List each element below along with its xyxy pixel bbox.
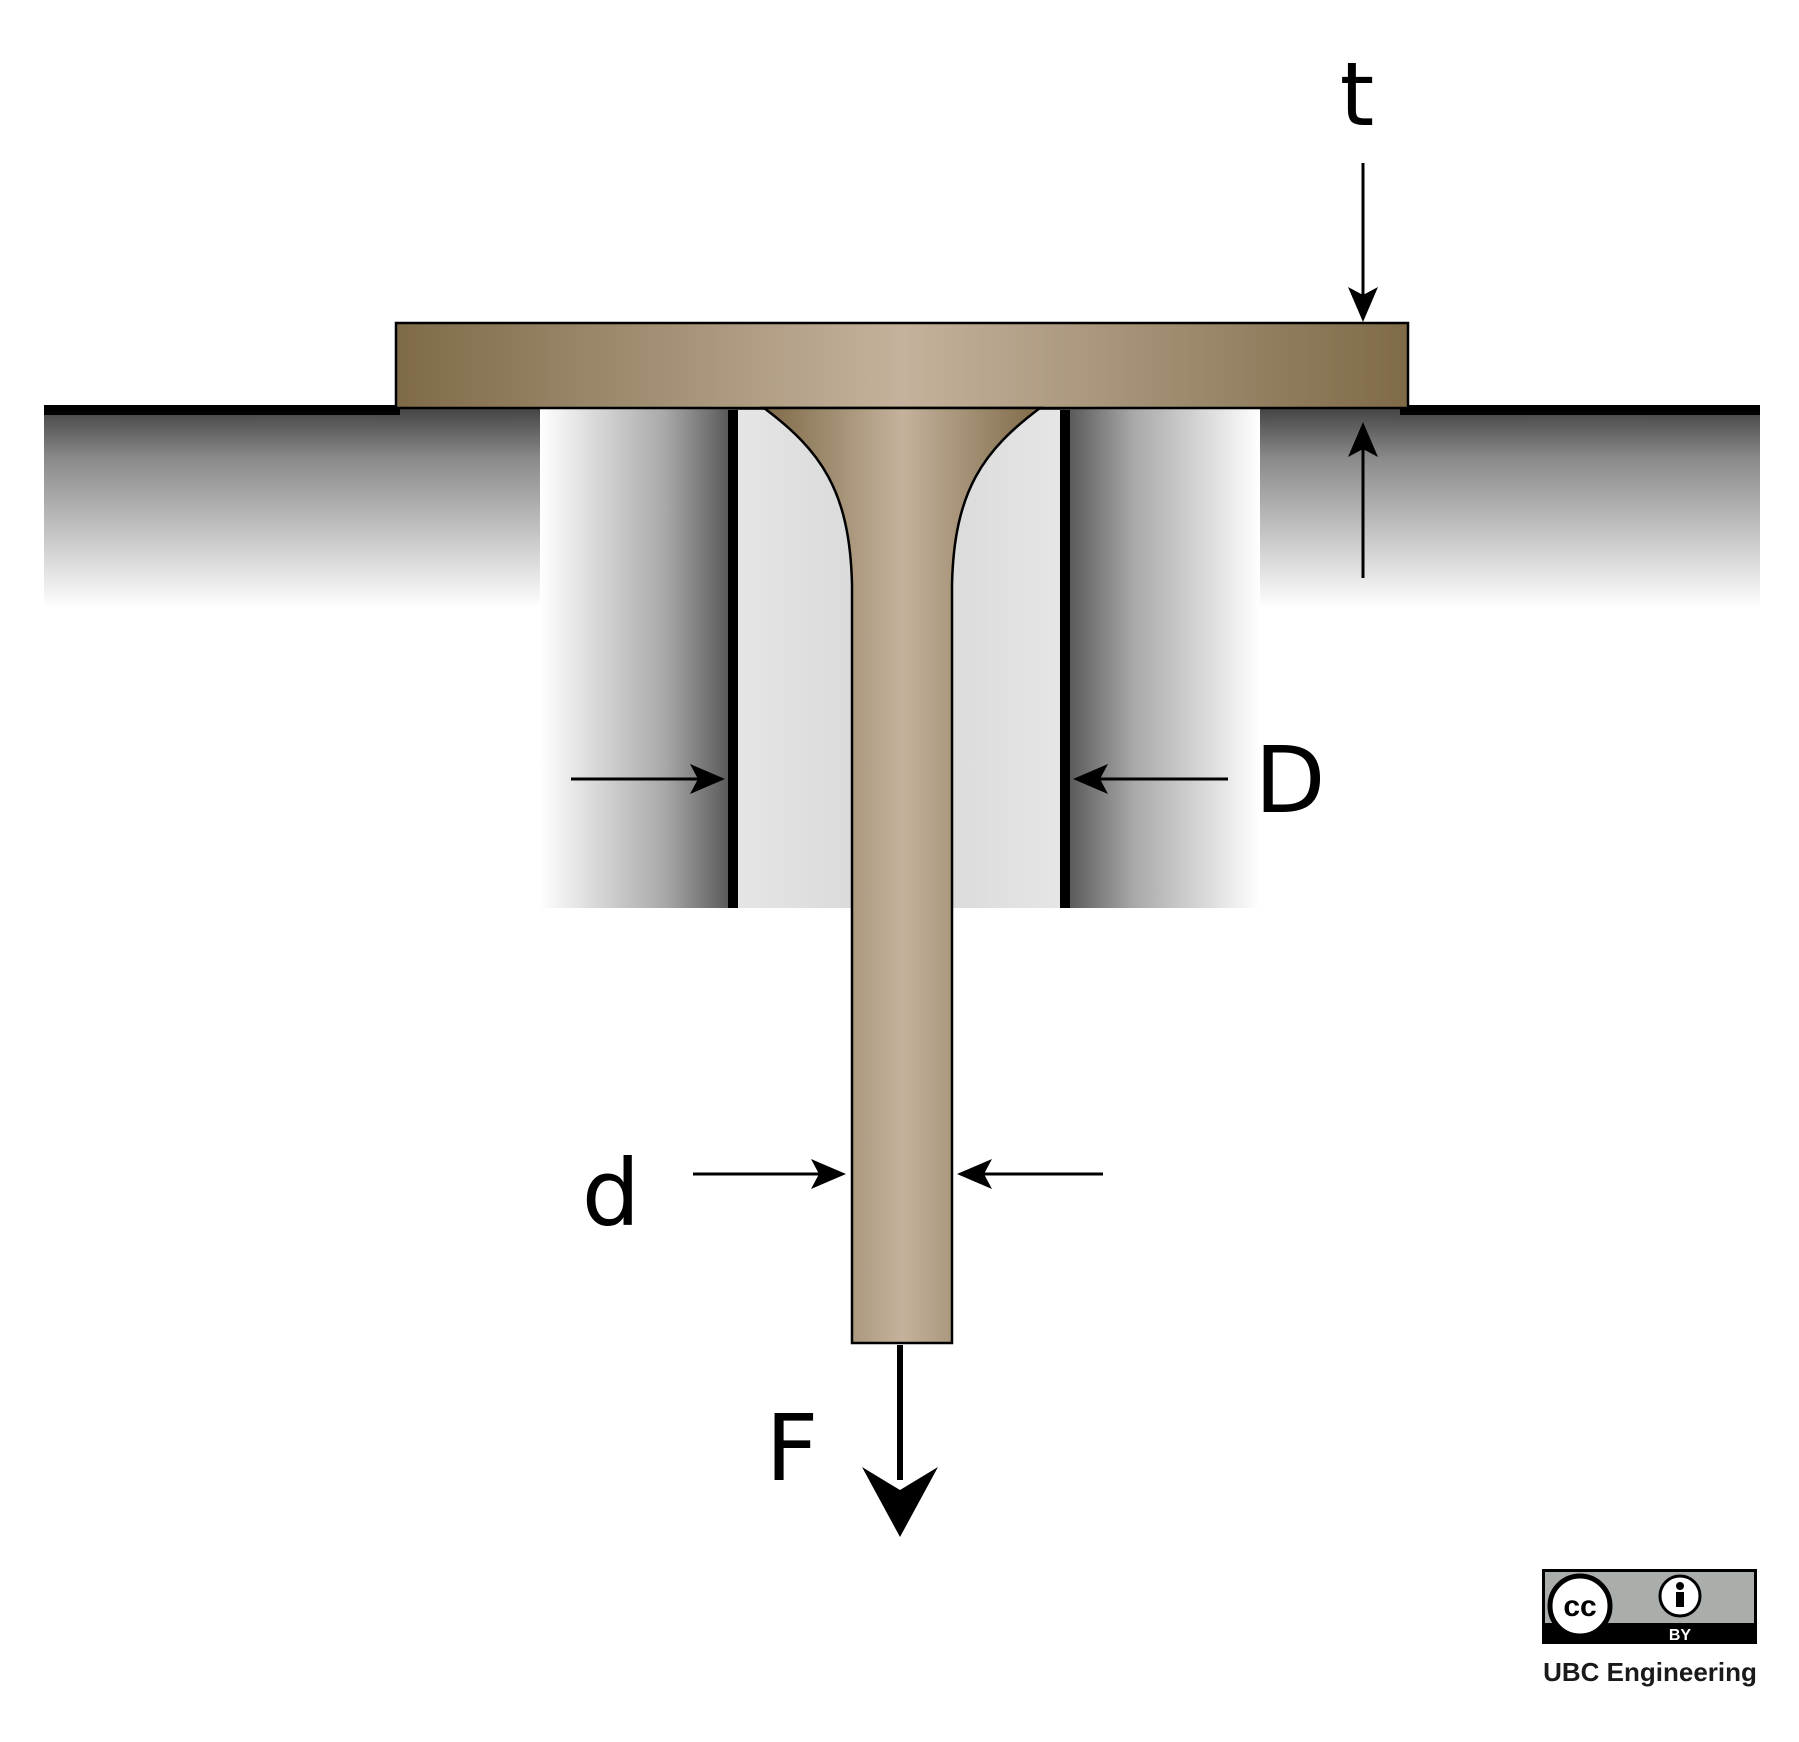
by-person-head <box>1676 1582 1684 1590</box>
hole-right-shade <box>1065 408 1260 908</box>
d-arrow-left-head <box>811 1159 846 1189</box>
dimension-D: D <box>571 727 1325 834</box>
by-person-body <box>1676 1592 1684 1607</box>
bolt-shank <box>760 406 1044 1345</box>
cc-logo-circle <box>1547 1573 1613 1639</box>
label-d: d <box>582 1140 640 1247</box>
dimension-d: d <box>582 1140 1103 1247</box>
dimension-t: t <box>1340 43 1378 578</box>
cc-by-badge: cc BY UBC Engineering <box>1542 1569 1757 1687</box>
force-arrow-head <box>862 1467 938 1537</box>
t-arrow-bottom-head <box>1348 422 1378 457</box>
d-arrow-right-head <box>957 1159 992 1189</box>
force-arrow: F <box>766 1345 938 1537</box>
hole-left-shade <box>540 408 733 908</box>
bolt-head <box>394 321 1410 410</box>
label-t: t <box>1340 43 1375 146</box>
label-D: D <box>1255 727 1326 834</box>
t-arrow-top-head <box>1348 287 1378 322</box>
by-text: BY <box>1669 1627 1692 1644</box>
label-F: F <box>766 1395 819 1502</box>
D-arrow-left-head <box>690 764 725 794</box>
cc-logo-text: cc <box>1563 1590 1596 1623</box>
D-arrow-right-head <box>1073 764 1108 794</box>
credit-ubc-engineering: UBC Engineering <box>1543 1657 1757 1687</box>
